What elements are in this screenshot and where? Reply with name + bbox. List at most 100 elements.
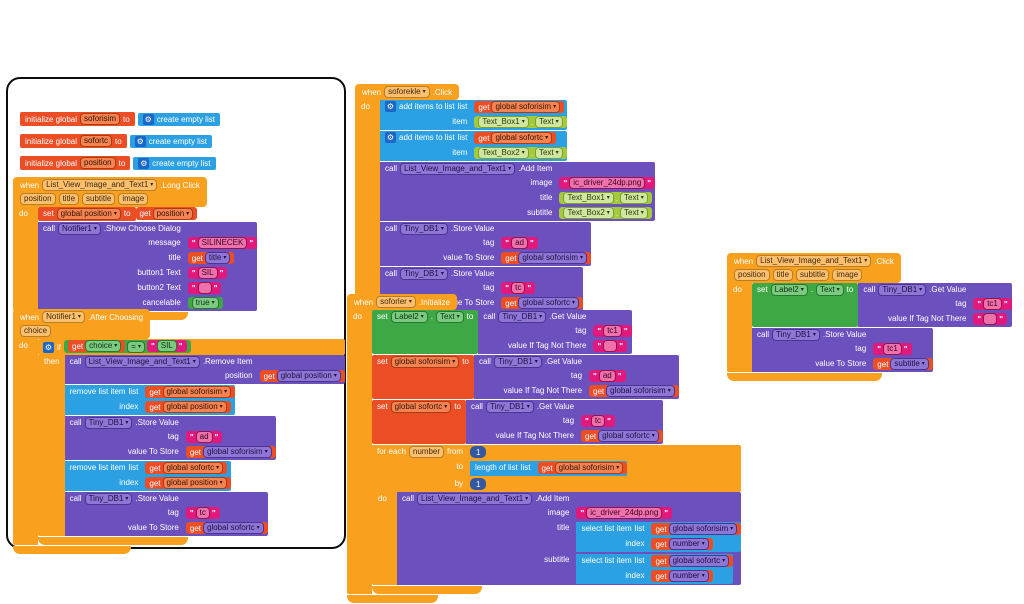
call-block[interactable]: call Tiny_DB1 ▾ .Store Value tag " ad " value To… — [64, 416, 276, 460]
text-chip[interactable]: tc1 — [603, 325, 622, 337]
create-empty-list-block[interactable]: ⚙ create empty list — [133, 156, 216, 170]
param-chip[interactable]: sofortc — [80, 135, 113, 147]
param-chip[interactable]: position — [734, 269, 770, 281]
text-block[interactable]: " ad " — [185, 431, 223, 443]
list-value-block[interactable]: length of list list get global soforisim ▾ — [470, 461, 628, 476]
call-block[interactable]: call Tiny_DB1 ▾ .Store Value tag " tc1 " value T… — [752, 328, 933, 372]
variable-dropdown[interactable]: global soforisim ▾ — [162, 386, 232, 398]
component-dropdown[interactable]: List_View_Image_and_Text1 ▾ — [42, 179, 158, 191]
variable-dropdown[interactable]: global soforisim ▾ — [203, 446, 272, 458]
text-block[interactable]: " ad " — [589, 370, 626, 382]
variable-dropdown[interactable]: global soforisim ▾ — [668, 523, 738, 535]
call-value-block[interactable]: call Tiny_DB1 ▾ .Get Value tag " tc " value If T… — [465, 400, 663, 444]
variable-dropdown[interactable]: choice ▾ — [85, 340, 122, 352]
variable-dropdown[interactable]: number ▾ — [668, 570, 709, 582]
param-chip[interactable]: subtitle — [82, 193, 116, 205]
text-chip[interactable] — [983, 313, 998, 325]
param-chip[interactable]: position — [20, 193, 56, 205]
get-variable-block[interactable]: get global position ▾ — [145, 477, 231, 489]
component-property-block[interactable]: Text_Box1 ▾. Text ▾ — [474, 116, 567, 128]
text-block[interactable]: " tc " — [501, 282, 536, 294]
text-block[interactable]: " tc " — [185, 507, 220, 519]
param-chip[interactable]: soforisim — [80, 113, 121, 125]
component-dropdown[interactable]: Tiny_DB1 ▾ — [400, 268, 448, 280]
variable-dropdown[interactable]: global soforisim ▾ — [606, 385, 675, 397]
text-chip[interactable]: SIL — [197, 267, 218, 279]
get-variable-block[interactable]: get global soforisim ▾ — [589, 385, 679, 397]
param-chip[interactable]: choice — [20, 325, 52, 337]
variable-dropdown[interactable]: global sofortc ▾ — [203, 522, 264, 534]
text-block[interactable]: " tc " — [581, 415, 615, 427]
mutator-gear-icon[interactable]: ⚙ — [138, 157, 150, 169]
variable-dropdown[interactable]: global position ▾ — [162, 401, 227, 413]
text-chip[interactable]: ad — [511, 237, 528, 249]
variable-dropdown[interactable]: global sofortc ▾ — [491, 132, 553, 144]
param-chip[interactable]: subtitle — [796, 269, 830, 281]
if-block[interactable]: ⚙ if get choice ▾ = ▾ " SIL " then call List_View_Im… — [38, 339, 345, 545]
variable-dropdown[interactable]: global soforisim ▾ — [518, 252, 588, 264]
text-block[interactable]: " SIL " — [187, 267, 228, 279]
component-dropdown[interactable]: soforekle ▾ — [384, 86, 430, 98]
get-variable-block[interactable]: get position ▾ — [135, 207, 198, 220]
text-block[interactable]: " " — [593, 340, 627, 352]
property-dropdown[interactable]: Text ▾ — [620, 207, 648, 219]
list-value-block[interactable]: select list item list get global sofortc ▾ in… — [576, 554, 734, 584]
param-chip[interactable]: position — [80, 157, 116, 169]
mutator-gear-icon[interactable]: ⚙ — [134, 135, 146, 147]
set-property-block[interactable]: set Label2 ▾. Text ▾ to call Tiny_DB1 ▾ .Get Valu… — [752, 283, 1012, 327]
component-dropdown[interactable]: Tiny_DB1 ▾ — [400, 223, 448, 235]
get-variable-block[interactable]: get global sofortc ▾ — [185, 522, 268, 534]
get-variable-block[interactable]: get choice ▾ — [68, 340, 126, 352]
get-variable-block[interactable]: get global sofortc ▾ — [501, 297, 584, 309]
text-block[interactable]: " tc1 " — [973, 298, 1012, 310]
component-property-block[interactable]: Text_Box1 ▾. Text ▾ — [559, 192, 652, 204]
init-block-position[interactable]: initialize global position to ⚙ create empty… — [20, 156, 216, 170]
component-dropdown[interactable]: Text_Box2 ▾ — [563, 207, 614, 219]
list-operation-block[interactable]: remove list item list get global sofortc ▾ in… — [64, 461, 231, 491]
component-dropdown[interactable]: Label2 ▾ — [770, 284, 808, 296]
event-block-List_View_Image_and_Text1[interactable]: when List_View_Image_and_Text1 ▾ .Click posi… — [727, 253, 1012, 381]
component-dropdown[interactable]: Label2 ▾ — [390, 311, 428, 323]
list-operation-block[interactable]: ⚙ add items to list list get global sofortc ▾… — [380, 131, 567, 161]
text-block[interactable]: " tc1 " — [873, 343, 912, 355]
variable-dropdown[interactable]: position ▾ — [152, 207, 194, 220]
text-chip[interactable] — [197, 282, 212, 294]
text-chip[interactable]: tc — [195, 507, 210, 519]
call-block[interactable]: call Notifier1 ▾ .Show Choose Dialog message… — [38, 222, 258, 311]
component-property-block[interactable]: Text_Box2 ▾. Text ▾ — [559, 207, 652, 219]
text-chip[interactable]: SIL — [156, 340, 177, 352]
text-chip[interactable]: tc — [511, 282, 526, 294]
get-variable-block[interactable]: get global sofortc ▾ — [581, 430, 663, 442]
text-chip[interactable]: ad — [598, 370, 616, 382]
variable-dropdown[interactable]: global sofortc ▾ — [598, 430, 659, 442]
text-chip[interactable] — [603, 340, 618, 352]
param-chip[interactable]: title — [58, 193, 80, 205]
set-property-block[interactable]: set Label2 ▾. Text ▾ to call Tiny_DB1 ▾ .Get Valu… — [372, 310, 632, 354]
property-dropdown[interactable]: Text ▾ — [435, 311, 464, 323]
variable-dropdown[interactable]: global position ▾ — [56, 208, 121, 220]
mutator-gear-icon[interactable]: ⚙ — [385, 132, 396, 143]
component-dropdown[interactable]: Notifier1 ▾ — [58, 223, 101, 235]
text-chip[interactable]: ic_driver_24dp.png — [569, 177, 646, 189]
component-dropdown[interactable]: List_View_Image_and_Text1 ▾ — [400, 163, 516, 175]
variable-dropdown[interactable]: title ▾ — [204, 252, 231, 264]
component-property-block[interactable]: Text_Box2 ▾. Text ▾ — [474, 147, 567, 159]
text-chip[interactable]: SILINECEK — [197, 237, 248, 249]
list-value-block[interactable]: select list item list get global soforisim ▾… — [576, 522, 742, 552]
get-variable-block[interactable]: get number ▾ — [651, 538, 713, 550]
mutator-gear-icon[interactable]: ⚙ — [142, 113, 154, 125]
mutator-gear-icon[interactable]: ⚙ — [385, 101, 396, 112]
boolean-dropdown[interactable]: true ▾ — [191, 297, 219, 309]
component-dropdown[interactable]: List_View_Image_and_Text1 ▾ — [756, 255, 872, 267]
text-block[interactable]: " SIL " — [146, 340, 187, 352]
text-block[interactable]: " ic_driver_24dp.png " — [576, 507, 673, 519]
text-block[interactable]: " ad " — [501, 237, 538, 249]
get-variable-block[interactable]: get global position ▾ — [145, 401, 231, 413]
component-dropdown[interactable]: Tiny_DB1 ▾ — [84, 493, 133, 505]
call-block[interactable]: call List_View_Image_and_Text1 ▾ .Add Item i… — [397, 492, 742, 585]
component-dropdown[interactable]: Text_Box1 ▾ — [478, 116, 529, 128]
variable-dropdown[interactable]: global soforisim ▾ — [390, 356, 460, 368]
event-block-soforekle[interactable]: when soforekle ▾ .Click do ⚙ add items to list… — [355, 84, 656, 320]
text-block[interactable]: " " — [187, 282, 222, 294]
number-block[interactable]: 1 — [470, 478, 487, 490]
